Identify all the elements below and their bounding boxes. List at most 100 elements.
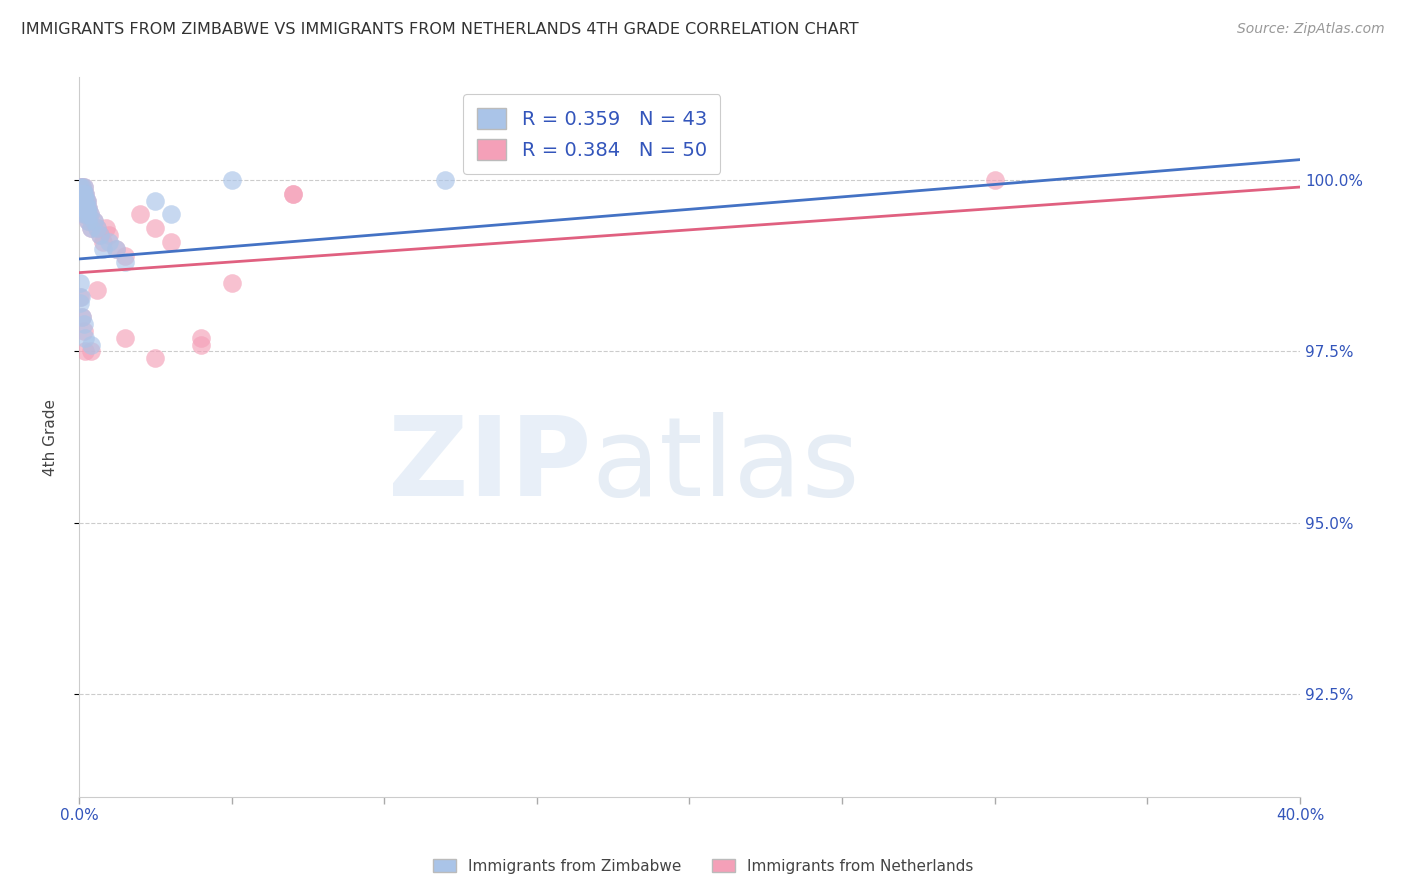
Point [129,207,152,221]
Point [70,310,93,325]
Point [70,194,93,208]
Point [70,186,93,201]
Text: atlas: atlas [592,412,860,519]
Point [73,344,96,359]
Point [83,214,105,228]
Point [143,194,166,208]
Point [73,194,96,208]
Point [70,194,93,208]
Point [70,194,93,208]
Point [79,207,101,221]
Point [69,276,91,290]
Point [104,242,127,256]
Point [143,221,166,235]
Point [89,227,111,242]
Point [76,201,98,215]
Point [72,180,94,194]
Legend: Immigrants from Zimbabwe, Immigrants from Netherlands: Immigrants from Zimbabwe, Immigrants fro… [426,853,980,880]
Text: ZIP: ZIP [388,412,592,519]
Point [75,207,97,221]
Point [190,337,212,351]
Point [114,331,136,345]
Point [70,180,93,194]
Point [79,207,101,221]
Legend: R = 0.359   N = 43, R = 0.384   N = 50: R = 0.359 N = 43, R = 0.384 N = 50 [463,95,720,174]
Point [93,235,115,249]
Point [70,290,93,304]
Point [80,221,103,235]
Point [221,276,243,290]
Point [72,186,94,201]
Point [96,221,118,235]
Point [190,331,212,345]
Point [73,207,96,221]
Y-axis label: 4th Grade: 4th Grade [44,399,58,475]
Point [114,248,136,262]
Point [98,235,121,249]
Point [80,344,103,359]
Point [80,337,103,351]
Point [76,207,98,221]
Point [73,201,96,215]
Point [159,207,181,221]
Text: IMMIGRANTS FROM ZIMBABWE VS IMMIGRANTS FROM NETHERLANDS 4TH GRADE CORRELATION CH: IMMIGRANTS FROM ZIMBABWE VS IMMIGRANTS F… [21,22,859,37]
Point [86,221,108,235]
Point [70,180,93,194]
Point [72,186,94,201]
Point [69,180,91,194]
Point [72,180,94,194]
Point [89,227,111,242]
Point [159,235,181,249]
Point [70,186,93,201]
Point [77,201,100,215]
Point [70,186,93,201]
Point [75,194,97,208]
Point [104,242,127,256]
Point [69,296,91,310]
Point [76,194,98,208]
Point [70,186,93,201]
Point [76,201,98,215]
Point [72,201,94,215]
Point [76,194,98,208]
Point [281,186,304,201]
Point [143,351,166,366]
Point [72,317,94,331]
Point [72,201,94,215]
Text: Source: ZipAtlas.com: Source: ZipAtlas.com [1237,22,1385,37]
Point [281,186,304,201]
Point [73,186,96,201]
Point [221,173,243,187]
Point [72,201,94,215]
Point [77,214,100,228]
Point [434,173,457,187]
Point [75,194,97,208]
Point [70,310,93,325]
Point [77,201,100,215]
Point [80,221,103,235]
Point [76,207,98,221]
Point [69,290,91,304]
Point [86,221,108,235]
Point [114,255,136,269]
Point [86,283,108,297]
Point [70,186,93,201]
Point [72,186,94,201]
Point [98,227,121,242]
Point [73,194,96,208]
Point [73,186,96,201]
Point [73,207,96,221]
Point [70,186,93,201]
Point [72,324,94,338]
Point [70,194,93,208]
Point [69,180,91,194]
Point [72,186,94,201]
Point [83,214,105,228]
Point [73,331,96,345]
Point [75,207,97,221]
Point [73,201,96,215]
Point [72,201,94,215]
Point [77,214,100,228]
Point [984,173,1007,187]
Point [93,242,115,256]
